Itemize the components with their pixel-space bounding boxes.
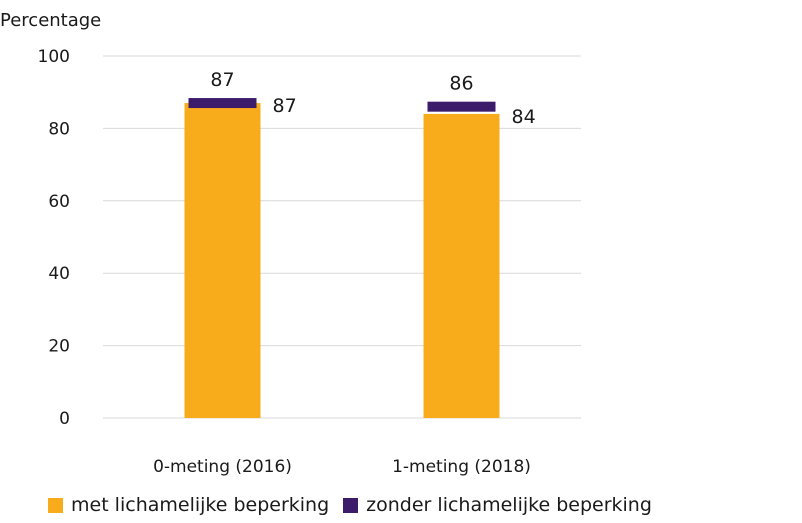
y-tick-label: 80 bbox=[48, 119, 70, 139]
markers bbox=[188, 98, 496, 112]
y-tick-label: 100 bbox=[38, 47, 70, 67]
legend-label-met: met lichamelijke beperking bbox=[71, 494, 330, 516]
legend-swatch-met bbox=[48, 497, 63, 513]
marker-value-label: 86 bbox=[449, 73, 473, 95]
y-tick-label: 0 bbox=[59, 409, 70, 429]
value-labels: 87 87 84 86 bbox=[210, 69, 535, 128]
bar-chart: Percentage 0 20 40 60 80 100 87 87 84 86 0-metin… bbox=[0, 10, 581, 477]
category-label: 0-meting (2016) bbox=[153, 457, 292, 477]
y-axis-ticks: 0 20 40 60 80 100 bbox=[38, 47, 70, 429]
bars bbox=[184, 103, 500, 419]
bar-value-label: 87 bbox=[273, 95, 297, 117]
legend-label-zonder: zonder lichamelijke beperking bbox=[366, 494, 652, 516]
marker bbox=[188, 98, 257, 109]
gridlines bbox=[103, 55, 581, 419]
bar bbox=[184, 103, 261, 418]
category-labels: 0-meting (2016) 1-meting (2018) bbox=[153, 457, 531, 477]
marker-value-label: 87 bbox=[210, 69, 234, 91]
y-tick-label: 20 bbox=[48, 337, 70, 357]
legend-item-zonder: zonder lichamelijke beperking bbox=[343, 494, 652, 516]
y-axis-label: Percentage bbox=[0, 10, 101, 31]
bar bbox=[423, 113, 500, 419]
y-tick-label: 60 bbox=[48, 192, 70, 212]
legend-item-met: met lichamelijke beperking bbox=[48, 494, 329, 516]
y-tick-label: 40 bbox=[48, 264, 70, 284]
marker bbox=[427, 101, 496, 112]
category-label: 1-meting (2018) bbox=[392, 457, 531, 477]
bar-value-label: 84 bbox=[512, 106, 536, 128]
legend: met lichamelijke beperking zonder licham… bbox=[48, 494, 666, 516]
legend-swatch-zonder bbox=[343, 497, 359, 513]
